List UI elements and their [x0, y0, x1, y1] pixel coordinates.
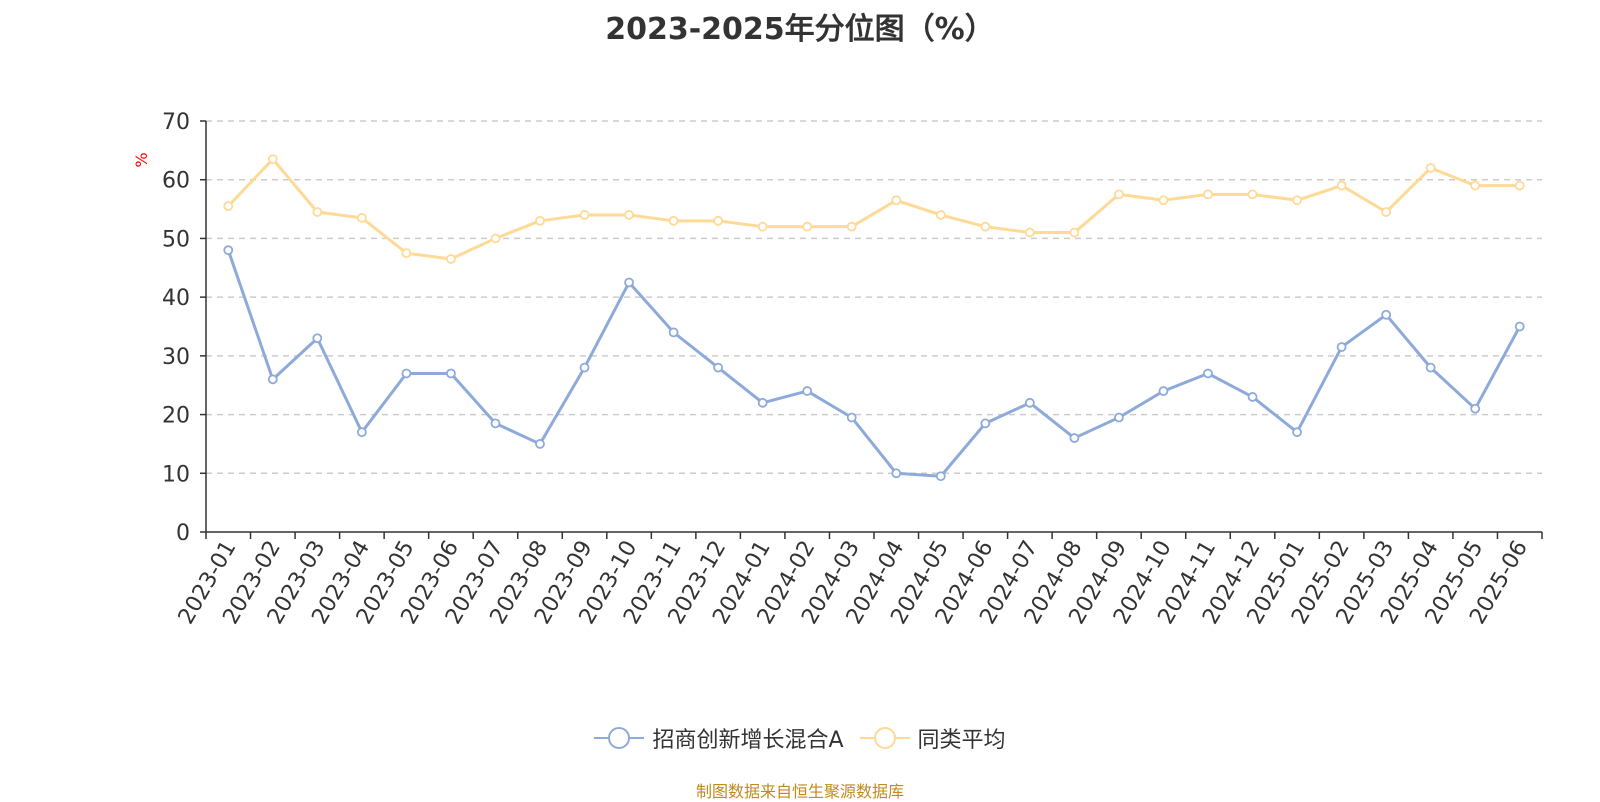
data-point[interactable]	[401, 368, 412, 379]
data-point[interactable]	[891, 195, 902, 206]
data-point[interactable]	[1114, 189, 1124, 200]
data-point[interactable]	[1381, 309, 1392, 320]
y-axis-label: %	[132, 152, 151, 167]
data-point[interactable]	[802, 221, 813, 232]
data-point[interactable]	[1158, 386, 1169, 396]
data-point[interactable]	[1470, 403, 1481, 414]
y-tick-label: 60	[162, 169, 190, 194]
series-1	[223, 245, 1525, 482]
legend: 招商创新增长混合A 同类平均	[0, 722, 1600, 754]
data-point[interactable]	[846, 221, 857, 232]
data-point[interactable]	[1247, 189, 1258, 200]
data-point[interactable]	[980, 221, 991, 232]
legend-item-series-2[interactable]: 同类平均	[859, 722, 1006, 754]
data-point[interactable]	[1203, 368, 1213, 379]
data-point[interactable]	[1292, 195, 1302, 206]
data-point[interactable]	[624, 277, 634, 288]
x-axis-ticks: 2023-012023-022023-032023-042023-052023-…	[174, 532, 1543, 629]
y-tick-label: 0	[176, 521, 190, 546]
data-point[interactable]	[1203, 189, 1213, 200]
data-point[interactable]	[356, 427, 367, 438]
chart-title: 2023-2025年分位图（%）	[605, 12, 995, 47]
data-point[interactable]	[891, 468, 902, 479]
data-point[interactable]	[1425, 163, 1436, 173]
legend-marker-icon	[594, 727, 645, 749]
data-point[interactable]	[490, 233, 501, 244]
data-point[interactable]	[490, 418, 501, 429]
line-chart: 0 10 20 30 40 50 60 70 2023-012023-022023-03202…	[132, 110, 1543, 629]
data-point[interactable]	[223, 201, 234, 212]
y-tick-label: 10	[162, 462, 190, 487]
data-point[interactable]	[802, 386, 813, 396]
data-point[interactable]	[446, 368, 456, 379]
data-point[interactable]	[1381, 207, 1392, 217]
y-tick-label: 70	[162, 110, 190, 135]
data-point[interactable]	[846, 412, 857, 423]
data-point[interactable]	[757, 221, 768, 232]
y-axis-ticks: 0 10 20 30 40 50 60 70	[162, 110, 206, 546]
data-point[interactable]	[713, 215, 724, 226]
legend-item-series-1[interactable]: 招商创新增长混合A	[594, 722, 844, 754]
y-tick-label: 30	[162, 345, 190, 370]
data-point[interactable]	[1514, 321, 1525, 332]
data-point[interactable]	[1069, 433, 1080, 443]
y-tick-label: 20	[162, 404, 190, 429]
data-point[interactable]	[1514, 180, 1525, 191]
legend-label: 同类平均	[917, 728, 1006, 753]
data-point[interactable]	[1024, 227, 1035, 238]
data-point[interactable]	[713, 362, 724, 373]
series-line	[227, 157, 1520, 261]
data-point[interactable]	[312, 207, 323, 217]
data-point[interactable]	[223, 245, 234, 256]
data-point[interactable]	[757, 397, 768, 408]
data-point[interactable]	[312, 333, 323, 344]
data-point[interactable]	[668, 215, 679, 226]
data-point[interactable]	[1425, 362, 1436, 373]
y-tick-label: 40	[162, 286, 190, 311]
data-point[interactable]	[1024, 397, 1035, 408]
data-point[interactable]	[1470, 180, 1481, 191]
data-point[interactable]	[624, 210, 634, 220]
data-point[interactable]	[1336, 180, 1347, 191]
data-point[interactable]	[935, 471, 946, 482]
data-point[interactable]	[579, 210, 590, 220]
data-source-note: 制图数据来自恒生聚源数据库	[695, 782, 904, 801]
data-point[interactable]	[267, 374, 278, 385]
series-group	[223, 154, 1525, 482]
data-point[interactable]	[1069, 227, 1080, 238]
y-tick-label: 50	[162, 227, 190, 252]
data-point[interactable]	[1336, 342, 1347, 352]
data-point[interactable]	[579, 362, 590, 373]
data-point[interactable]	[401, 248, 412, 259]
data-point[interactable]	[535, 215, 545, 226]
data-point[interactable]	[446, 254, 456, 264]
grid-lines	[206, 120, 1542, 475]
data-point[interactable]	[935, 210, 946, 220]
data-point[interactable]	[1292, 427, 1302, 438]
data-point[interactable]	[535, 439, 545, 449]
legend-marker-icon	[859, 727, 910, 749]
series-2	[223, 154, 1525, 264]
data-point[interactable]	[668, 327, 679, 338]
data-point[interactable]	[267, 154, 278, 165]
legend-label: 招商创新增长混合A	[652, 728, 844, 753]
series-line	[226, 249, 1522, 478]
data-point[interactable]	[1158, 195, 1169, 206]
data-point[interactable]	[356, 212, 367, 223]
data-point[interactable]	[1247, 392, 1258, 402]
data-point[interactable]	[1114, 412, 1124, 423]
data-point[interactable]	[980, 418, 991, 429]
